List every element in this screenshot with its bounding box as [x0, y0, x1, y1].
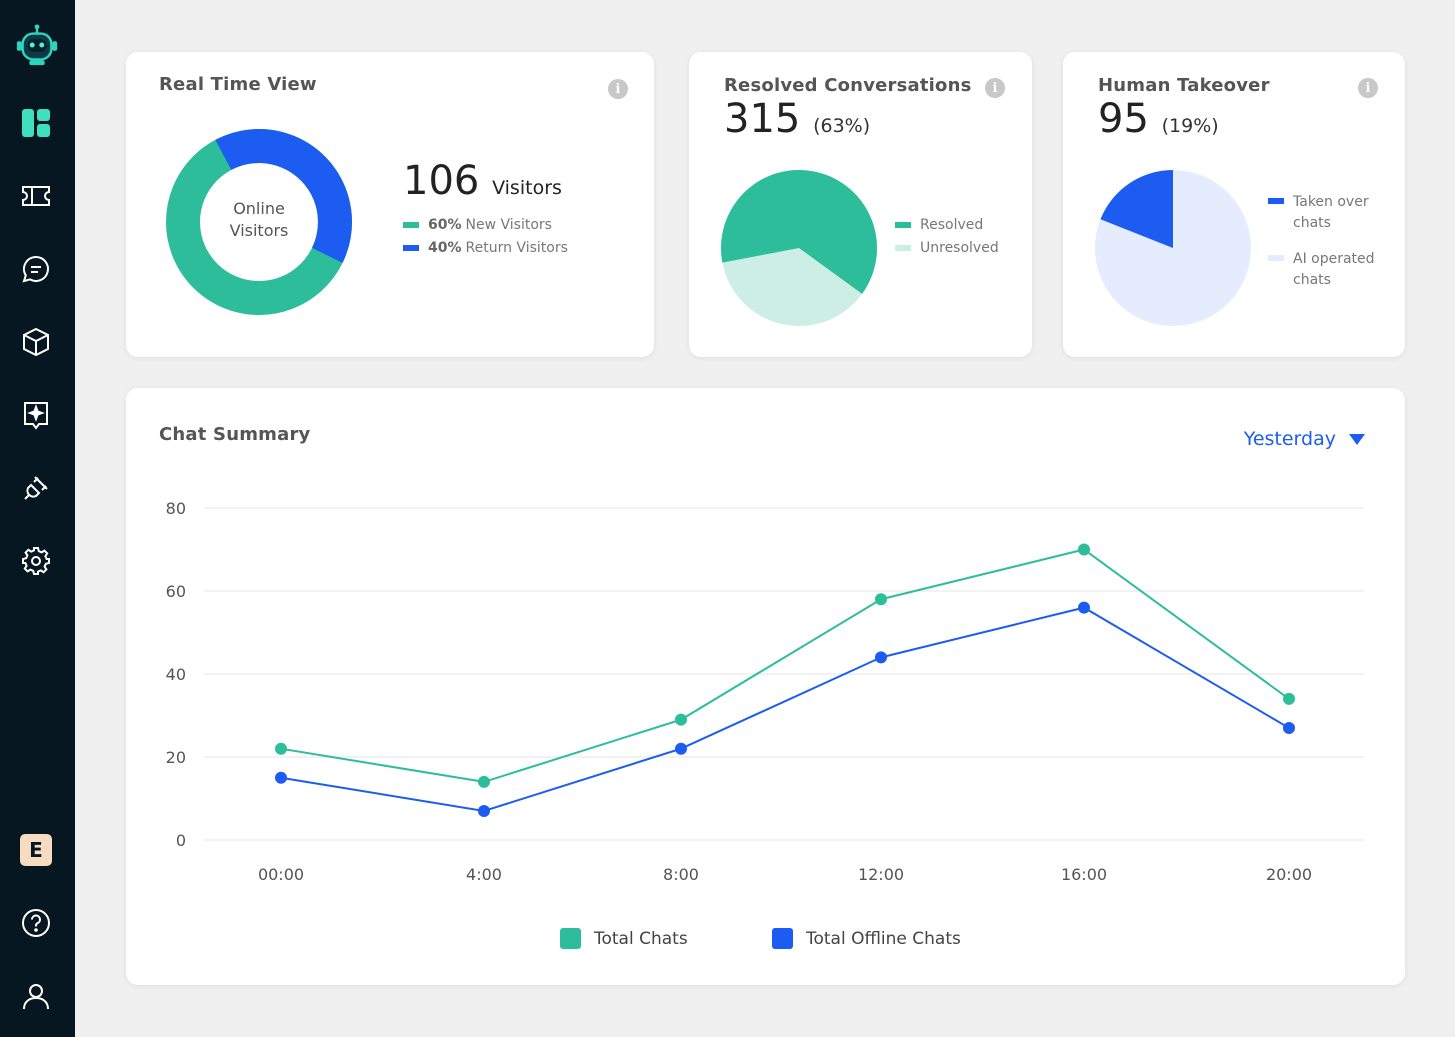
gear-icon[interactable]: [18, 543, 54, 579]
resolved-pie: [721, 170, 877, 326]
visitor-count-number: 106: [403, 158, 480, 204]
real-time-view-card: Real Time View i Online Visitors 106 Vis…: [126, 52, 654, 357]
visitor-count-suffix: Visitors: [492, 177, 562, 199]
info-icon[interactable]: i: [1358, 78, 1378, 98]
period-dropdown[interactable]: Yesterday: [1244, 428, 1365, 450]
chat-bubble-icon[interactable]: [18, 251, 54, 287]
legend-new-visitors: 60% New Visitors: [403, 217, 552, 233]
caret-down-icon: [1349, 433, 1365, 445]
y-tick-label: 80: [166, 499, 186, 518]
y-tick-label: 60: [166, 582, 186, 601]
takeover-count-number: 95: [1098, 96, 1149, 142]
help-icon[interactable]: [18, 905, 54, 941]
y-tick-label: 20: [166, 748, 186, 767]
data-point: [675, 742, 687, 755]
visitor-count: 106 Visitors: [403, 158, 562, 204]
data-point: [675, 713, 687, 726]
y-tick-label: 40: [166, 665, 186, 684]
data-point: [1078, 601, 1090, 614]
pie-resolved-slice: [721, 170, 877, 294]
data-point: [478, 775, 490, 788]
series-line-total-chats: [280, 548, 1290, 783]
data-point: [1283, 692, 1295, 705]
legend-resolved: Resolved: [895, 217, 983, 233]
resolved-count-number: 315: [724, 96, 801, 142]
online-visitors-donut: Online Visitors: [166, 129, 352, 316]
data-point: [1283, 721, 1295, 734]
takeover-percent: (19%): [1161, 115, 1219, 137]
data-point: [875, 593, 887, 606]
series-line-total-offline-chats: [280, 606, 1290, 812]
card-title: Resolved Conversations: [724, 75, 972, 96]
legend-total-chats: Total Chats: [560, 928, 688, 949]
y-tick-label: 0: [176, 831, 186, 850]
info-icon[interactable]: i: [985, 78, 1005, 98]
x-tick-label: 20:00: [1266, 865, 1312, 884]
sidebar: E: [0, 0, 75, 1037]
legend-unresolved: Unresolved: [895, 240, 999, 256]
card-title: Real Time View: [159, 74, 317, 95]
box-icon[interactable]: [18, 324, 54, 360]
user-icon[interactable]: [18, 978, 54, 1014]
x-tick-label: 4:00: [466, 865, 502, 884]
human-takeover-card: Human Takeover i 95 (19%) Taken over chat…: [1063, 52, 1405, 357]
donut-label-1: Online: [233, 199, 285, 218]
workspace-badge[interactable]: E: [20, 834, 52, 866]
chat-summary-chart: 80 60 40 20 0 00:00 4:00 8:00 12:00 16:00 20:00: [166, 499, 1364, 884]
info-icon[interactable]: i: [608, 79, 628, 99]
resolved-conversations-card: Resolved Conversations i 315 (63%) Resol…: [689, 52, 1032, 357]
x-tick-label: 16:00: [1061, 865, 1107, 884]
takeover-count: 95 (19%): [1098, 96, 1219, 142]
data-point: [275, 771, 287, 784]
x-tick-label: 12:00: [858, 865, 904, 884]
legend-total-offline-chats: Total Offline Chats: [772, 928, 961, 949]
chat-summary-card: Chat Summary Yesterday 80 60 40 20 0 00:00 4:0…: [126, 388, 1405, 985]
x-tick-label: 8:00: [663, 865, 699, 884]
dashboard-icon[interactable]: [18, 105, 54, 141]
data-point: [1078, 543, 1090, 556]
card-title: Human Takeover: [1098, 75, 1270, 96]
pie-taken-slice: [1100, 170, 1173, 248]
ticket-icon[interactable]: [18, 178, 54, 214]
data-point: [275, 742, 287, 755]
data-point: [875, 651, 887, 664]
legend-return-visitors: 40% Return Visitors: [403, 240, 568, 256]
sparkle-icon[interactable]: [18, 397, 54, 433]
legend-ai-operated: AI operated chats: [1268, 249, 1375, 291]
plug-icon[interactable]: [18, 470, 54, 506]
takeover-pie: [1095, 170, 1251, 326]
card-title: Chat Summary: [159, 424, 311, 445]
legend-taken-over: Taken over chats: [1268, 192, 1369, 234]
donut-return-segment: [166, 129, 352, 316]
robot-logo-icon[interactable]: [13, 22, 61, 70]
donut-label-2: Visitors: [230, 221, 289, 240]
data-point: [478, 804, 490, 817]
x-tick-label: 00:00: [258, 865, 304, 884]
resolved-percent: (63%): [813, 115, 871, 137]
period-dropdown-label: Yesterday: [1243, 428, 1336, 450]
resolved-count: 315 (63%): [724, 96, 870, 142]
